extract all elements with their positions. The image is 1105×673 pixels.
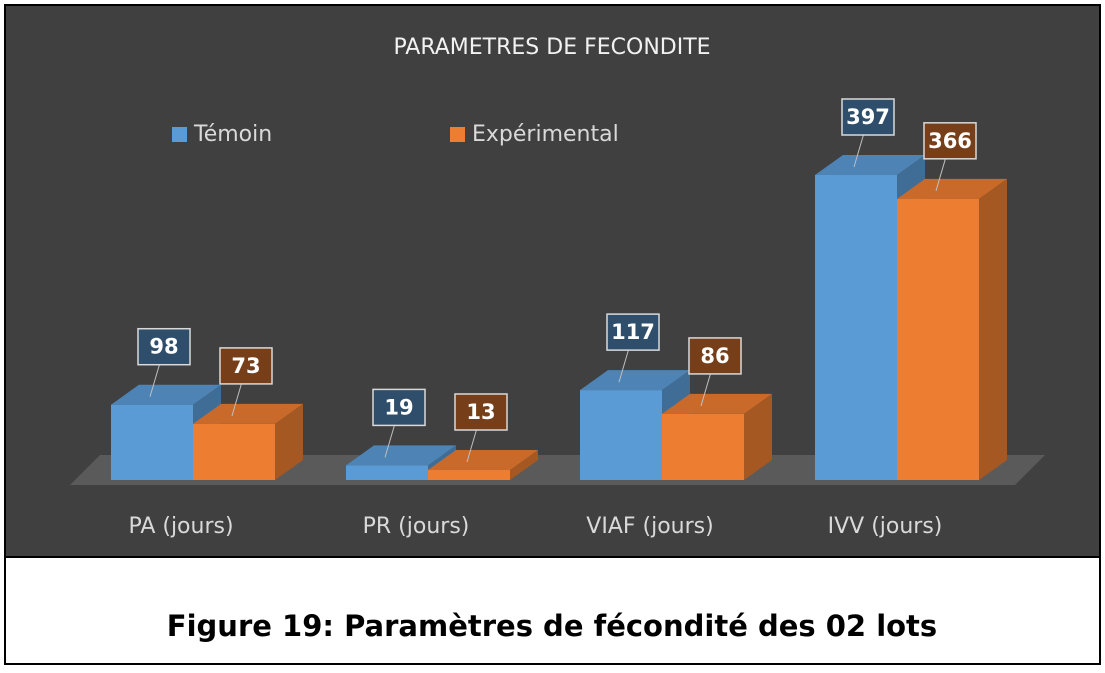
bar (428, 470, 510, 480)
data-label: 397 (846, 105, 890, 129)
bar-top (111, 384, 221, 405)
data-label-box (372, 388, 426, 427)
label-leader (700, 371, 712, 407)
bar (580, 390, 662, 480)
chart-title: PARAMETRES DE FECONDITE (393, 35, 710, 60)
bar-top (662, 393, 772, 414)
x-tick-label: IVV (jours) (828, 514, 943, 539)
x-tick-label: VIAF (jours) (586, 514, 713, 539)
bar-top (346, 445, 456, 466)
bar-top (580, 370, 690, 391)
data-label: 13 (466, 400, 495, 424)
bar-side (979, 178, 1007, 481)
label-leader (231, 381, 243, 417)
bar-top (897, 178, 1007, 199)
data-label-box (688, 337, 742, 375)
floor (70, 455, 1045, 485)
data-label: 366 (928, 129, 972, 153)
label-leader (853, 132, 865, 168)
data-label: 73 (231, 354, 260, 378)
data-label-box (137, 327, 191, 366)
label-leader (149, 362, 161, 397)
legend-swatch (172, 127, 187, 142)
caption: Figure 19: Paramètres de fécondité des 0… (167, 609, 937, 643)
data-label: 98 (149, 335, 178, 359)
legend-label: Témoin (193, 122, 272, 147)
data-label-box (923, 122, 977, 160)
bar (111, 404, 193, 480)
label-leader (935, 156, 947, 191)
caption-panel (4, 556, 1101, 665)
label-leader (466, 427, 478, 463)
data-label-box (606, 313, 660, 351)
bar-side (510, 450, 538, 480)
bar-top (428, 450, 538, 471)
data-label: 19 (384, 395, 413, 419)
x-tick-label: PA (jours) (128, 514, 233, 539)
bar (346, 465, 428, 480)
bar (897, 198, 979, 481)
data-label-box (841, 98, 895, 136)
data-label-box (454, 393, 508, 431)
bar-side (744, 393, 772, 480)
label-leader (618, 347, 630, 383)
bar-top (193, 403, 303, 424)
data-label: 117 (611, 320, 655, 344)
legend-swatch (450, 127, 465, 142)
data-label-box (219, 347, 273, 385)
bar (193, 423, 275, 480)
legend-label: Expérimental (472, 122, 619, 147)
bar-top (815, 155, 925, 175)
bar-side (275, 403, 303, 480)
label-leader (384, 423, 396, 458)
x-tick-label: PR (jours) (363, 514, 470, 539)
bar (662, 413, 744, 480)
data-label: 86 (700, 344, 729, 368)
bar (815, 175, 897, 480)
